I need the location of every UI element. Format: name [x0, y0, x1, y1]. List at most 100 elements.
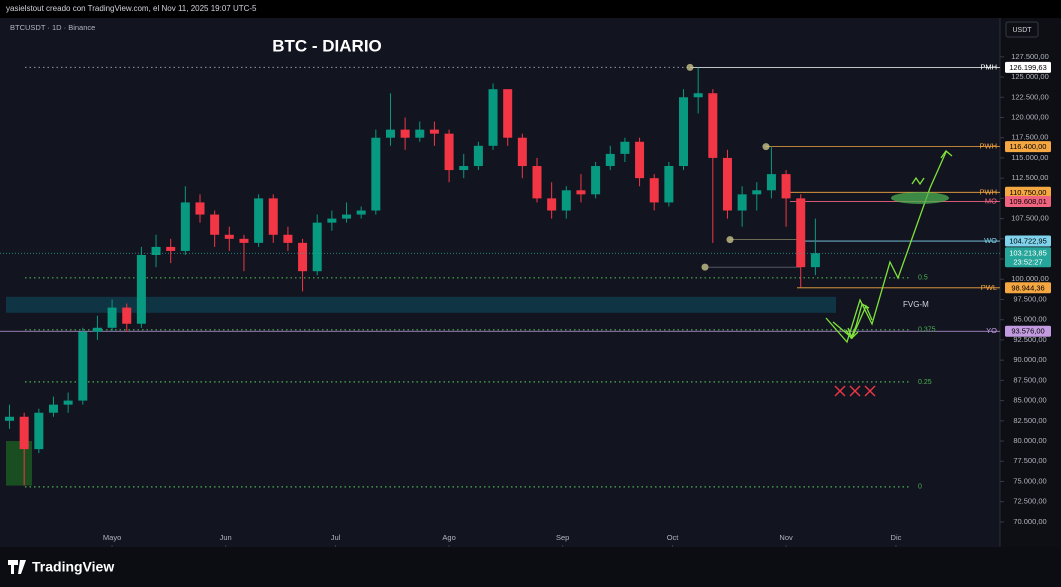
level-label: PWH: [980, 187, 998, 196]
footer-bar: [0, 547, 1061, 587]
candle-body: [180, 202, 190, 251]
candle-body: [283, 234, 293, 243]
price-box: [1005, 247, 1051, 268]
candle-body: [737, 194, 747, 211]
candle-body: [63, 400, 73, 405]
y-tick-label: 95.000,00: [1013, 315, 1046, 324]
level-label: YO: [986, 326, 997, 335]
y-tick-label: 107.500,00: [1011, 214, 1049, 223]
y-tick-label: 90.000,00: [1013, 355, 1046, 364]
candle-body: [561, 190, 571, 211]
level-value-box: [1005, 186, 1051, 198]
logo-icon: [8, 560, 26, 574]
y-tick-label: 125.000,00: [1011, 72, 1049, 81]
x-tick-label: Jun: [220, 533, 232, 542]
y-tick-label: 82.500,00: [1013, 416, 1046, 425]
level-value: 116.400,00: [1010, 142, 1047, 151]
x-tick-label: Sep: [556, 533, 569, 542]
candle-body: [547, 198, 557, 211]
candle-body: [78, 331, 88, 401]
level-value-box: [1005, 325, 1051, 337]
candle-body: [605, 153, 615, 167]
candle-body: [92, 327, 102, 332]
y-tick-label: 70.000,00: [1013, 517, 1046, 526]
y-tick-label: 115.000,00: [1012, 153, 1049, 162]
candle-body: [459, 166, 469, 171]
fvg-label: FVG-M: [903, 300, 929, 309]
candle-body: [356, 210, 366, 215]
candle-body: [429, 129, 439, 134]
candle-body: [576, 190, 586, 195]
candle-body: [679, 97, 689, 167]
y-tick-label: 85.000,00: [1013, 396, 1046, 405]
candle-body: [385, 129, 395, 138]
candle-body: [752, 190, 762, 195]
level-value: 126.199,63: [1009, 63, 1047, 72]
candle-body: [620, 141, 630, 154]
candle-body: [664, 166, 674, 203]
candle-body: [34, 412, 44, 450]
level-label: PMH: [980, 62, 997, 71]
price-countdown: 23:52:27: [1013, 257, 1042, 266]
candle-body: [327, 218, 337, 223]
candle-body: [151, 246, 161, 255]
fib-label: 0.5: [918, 275, 928, 282]
y-tick-label: 120.000,00: [1011, 112, 1049, 121]
y-tick-label: 127.500,00: [1011, 52, 1049, 61]
y-tick-label: 112.500,00: [1012, 173, 1049, 182]
candle-body: [48, 404, 58, 413]
candle-body: [136, 254, 146, 324]
x-tick-label: Jul: [331, 533, 341, 542]
currency-button[interactable]: [1005, 21, 1039, 38]
candle-body: [781, 174, 791, 199]
candle-body: [5, 416, 15, 421]
price-value: 103.213,85: [1009, 248, 1047, 257]
level-value: 98.944,36: [1011, 283, 1044, 292]
candle-body: [107, 307, 117, 328]
candle-body: [210, 214, 220, 235]
candle-body: [766, 174, 776, 191]
candle-body: [517, 137, 527, 167]
y-tick-label: 87.500,00: [1013, 375, 1046, 384]
candle-body: [342, 214, 352, 219]
candle-body: [810, 253, 820, 268]
candle-body: [239, 238, 249, 243]
candle-body: [19, 416, 29, 450]
candle-body: [415, 129, 425, 138]
currency[interactable]: USDT: [1012, 27, 1032, 34]
candle-body: [503, 89, 513, 138]
candle-body: [268, 198, 278, 235]
level-value: 104.722,95: [1009, 237, 1047, 246]
fib-label: 0.375: [918, 327, 936, 334]
candle-body: [591, 166, 601, 195]
x-tick-label: Dic: [891, 533, 902, 542]
level-label: MO: [985, 197, 997, 206]
level-value-box: [1005, 61, 1051, 73]
candle-body: [473, 145, 483, 167]
chart-title: BTC - DIARIO: [272, 36, 382, 55]
candle-body: [371, 137, 381, 211]
candle-body: [298, 242, 308, 272]
level-value-box: [1005, 141, 1051, 153]
level-label: PWH: [980, 142, 998, 151]
level-value-box: [1005, 196, 1051, 208]
candle-body: [722, 157, 732, 211]
credit: yasielstout creado con TradingView.com, …: [6, 4, 257, 13]
y-tick-label: 122.500,00: [1011, 92, 1049, 101]
y-tick-label: 80.000,00: [1013, 436, 1046, 445]
candle-body: [532, 166, 542, 199]
candle-body: [312, 222, 322, 272]
y-tick-label: 117.500,00: [1012, 133, 1049, 142]
fib-label: 0.25: [918, 379, 932, 386]
candle-body: [649, 178, 659, 203]
x-tick-label: Nov: [779, 533, 793, 542]
x-tick-label: Oct: [667, 533, 680, 542]
y-tick-label: 92.500,00: [1013, 335, 1046, 344]
candle-body: [796, 198, 806, 268]
x-marks: [834, 385, 876, 397]
level-value: 109.608,01: [1009, 197, 1047, 206]
level-value-box: [1005, 282, 1051, 294]
candle-body: [195, 202, 205, 215]
candle-body: [254, 198, 264, 243]
fib-label: 0: [918, 484, 922, 491]
